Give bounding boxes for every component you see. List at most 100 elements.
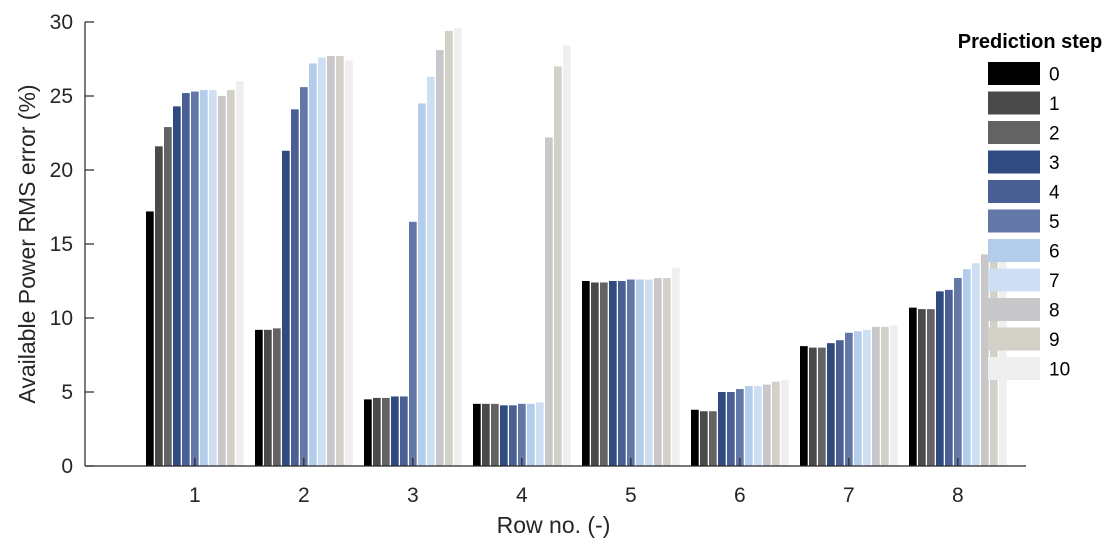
bar-row-2-step-5 xyxy=(300,87,308,467)
bar-row-3-step-0 xyxy=(364,399,372,466)
bar-row-6-step-1 xyxy=(700,411,708,466)
bar-row-5-step-1 xyxy=(591,282,599,466)
bar-row-3-step-10 xyxy=(454,27,462,466)
legend-swatch-10 xyxy=(988,357,1040,380)
bar-row-6-step-7 xyxy=(754,386,762,466)
legend-swatch-5 xyxy=(988,209,1040,233)
bar-row-3-step-2 xyxy=(382,397,390,466)
bar-row-5-step-0 xyxy=(582,281,590,466)
bar-row-8-step-4 xyxy=(945,289,953,466)
bar-row-7-step-10 xyxy=(890,325,898,466)
bar-row-1-step-2 xyxy=(164,127,172,466)
bar-row-8-step-5 xyxy=(954,278,962,466)
y-tick-label: 25 xyxy=(50,85,73,108)
bar-row-8-step-6 xyxy=(963,269,971,466)
bar-row-1-step-1 xyxy=(155,146,163,466)
bar-row-7-step-2 xyxy=(818,347,826,466)
legend-label-10: 10 xyxy=(1049,360,1070,381)
bar-row-5-step-2 xyxy=(600,282,608,466)
bar-row-4-step-10 xyxy=(563,45,571,467)
legend-label-9: 9 xyxy=(1049,330,1060,351)
bar-row-2-step-6 xyxy=(309,63,317,466)
bar-row-5-step-3 xyxy=(609,281,617,466)
bar-row-1-step-6 xyxy=(200,90,208,466)
bar-row-6-step-10 xyxy=(781,380,789,466)
legend: Prediction step 0 1 2 3 4 5 6 7 8 9 10 xyxy=(958,31,1102,381)
x-tick-label: 1 xyxy=(189,484,201,507)
bar-row-3-step-9 xyxy=(445,30,453,466)
bar-row-1-step-8 xyxy=(218,96,226,466)
legend-label-5: 5 xyxy=(1049,212,1060,233)
bar-row-2-step-9 xyxy=(336,56,344,466)
x-tick-label: 8 xyxy=(952,484,964,507)
bar-row-8-step-0 xyxy=(909,307,917,466)
bar-row-5-step-5 xyxy=(627,279,635,466)
bar-row-3-step-3 xyxy=(391,396,399,466)
bar-row-1-step-9 xyxy=(227,90,235,466)
bar-row-7-step-6 xyxy=(854,331,862,466)
bar-row-4-step-8 xyxy=(545,137,553,466)
bar-row-1-step-4 xyxy=(182,93,190,466)
bar-row-5-step-6 xyxy=(636,279,644,466)
bar-row-1-step-10 xyxy=(236,81,244,466)
bar-row-5-step-4 xyxy=(618,281,626,466)
legend-swatch-1 xyxy=(988,91,1040,115)
legend-swatch-7 xyxy=(988,268,1040,292)
legend-swatch-2 xyxy=(988,121,1040,144)
y-tick-label: 0 xyxy=(61,455,73,478)
bar-row-6-step-4 xyxy=(727,392,735,466)
bar-row-2-step-10 xyxy=(345,60,353,466)
bar-row-4-step-9 xyxy=(554,66,562,467)
bar-row-7-step-5 xyxy=(845,332,853,466)
legend-swatch-9 xyxy=(988,327,1040,351)
legend-items: 0 1 2 3 4 5 6 7 8 9 10 xyxy=(988,62,1070,381)
y-ticks-group: 0 5 10 15 20 25 30 xyxy=(50,11,94,478)
legend-label-2: 2 xyxy=(1049,124,1060,145)
legend-title: Prediction step xyxy=(958,31,1102,53)
legend-label-1: 1 xyxy=(1049,94,1060,115)
bar-row-1-step-3 xyxy=(173,106,181,467)
bar-row-7-step-8 xyxy=(872,326,880,466)
bar-row-8-step-3 xyxy=(936,291,944,466)
x-tick-label: 7 xyxy=(843,484,855,507)
bar-row-4-step-2 xyxy=(491,403,499,466)
bar-row-2-step-2 xyxy=(273,328,281,466)
bar-row-8-step-1 xyxy=(918,309,926,466)
bar-row-6-step-2 xyxy=(709,411,717,466)
x-tick-label: 2 xyxy=(298,484,310,507)
legend-label-3: 3 xyxy=(1049,153,1060,174)
bar-row-7-step-3 xyxy=(827,343,835,466)
legend-label-8: 8 xyxy=(1049,301,1060,322)
bar-row-4-step-7 xyxy=(536,402,544,466)
bar-row-4-step-0 xyxy=(473,403,481,466)
bar-row-3-step-8 xyxy=(436,50,444,467)
x-tick-label: 6 xyxy=(734,484,746,507)
bar-row-1-step-7 xyxy=(209,90,217,466)
bar-row-3-step-7 xyxy=(427,76,435,466)
bar-row-7-step-0 xyxy=(800,346,808,466)
bar-row-2-step-1 xyxy=(264,329,272,466)
bar-row-2-step-3 xyxy=(282,150,290,466)
bar-row-4-step-5 xyxy=(518,403,526,466)
bar-row-2-step-7 xyxy=(318,57,326,467)
legend-swatch-6 xyxy=(988,239,1040,262)
y-tick-label: 5 xyxy=(61,381,73,404)
bar-row-7-step-7 xyxy=(863,329,871,466)
legend-label-7: 7 xyxy=(1049,271,1060,292)
bar-row-6-step-3 xyxy=(718,392,726,466)
x-tick-label: 3 xyxy=(407,484,419,507)
bar-row-4-step-6 xyxy=(527,403,535,466)
bar-row-3-step-4 xyxy=(400,396,408,466)
bar-row-1-step-5 xyxy=(191,91,199,466)
bar-row-8-step-2 xyxy=(927,309,935,466)
legend-swatch-3 xyxy=(988,150,1040,174)
y-tick-label: 30 xyxy=(50,11,73,34)
y-tick-label: 20 xyxy=(50,159,73,182)
bars-group xyxy=(146,27,1007,467)
bar-row-4-step-4 xyxy=(509,405,517,466)
legend-label-4: 4 xyxy=(1049,183,1060,204)
bar-row-7-step-9 xyxy=(881,326,889,466)
y-tick-label: 15 xyxy=(50,233,73,256)
x-ticks-group: 1 2 3 4 5 6 7 8 xyxy=(189,458,964,507)
